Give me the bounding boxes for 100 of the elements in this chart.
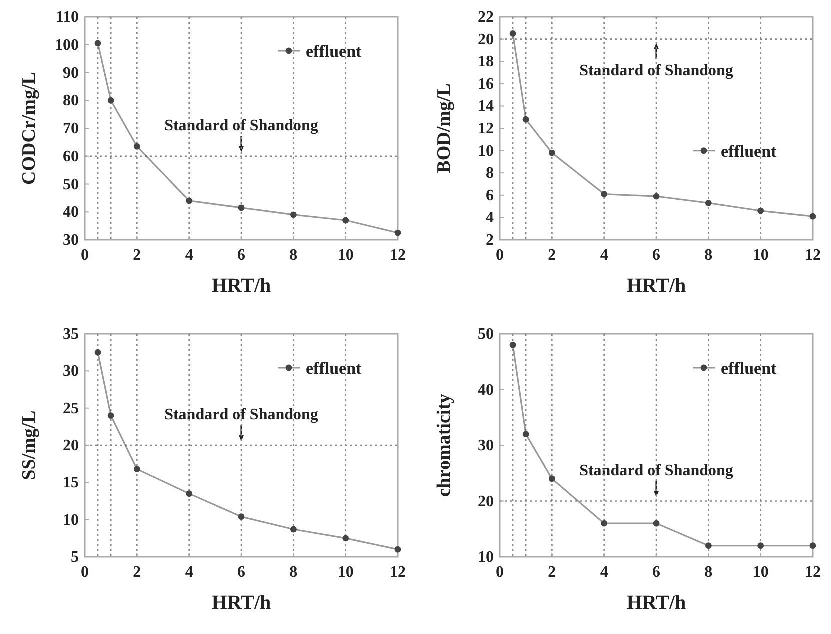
point xyxy=(186,490,193,498)
x-tick-label: 10 xyxy=(338,247,354,264)
y-tick-label: 30 xyxy=(63,232,79,249)
ref-line-label: Standard of Shandong xyxy=(164,406,318,424)
y-tick-label: 110 xyxy=(56,9,79,26)
y-tick-label: 35 xyxy=(63,326,79,343)
point xyxy=(653,520,660,527)
point xyxy=(548,150,556,156)
y-tick-label: 8 xyxy=(486,165,494,182)
x-tick-label: 2 xyxy=(133,247,142,264)
y-axis-title: chromaticity xyxy=(434,393,455,498)
point xyxy=(186,198,193,204)
point xyxy=(810,542,816,550)
y-tick-label: 14 xyxy=(478,98,494,116)
x-tick-label: 4 xyxy=(185,564,194,581)
y-tick-label: 60 xyxy=(63,148,79,166)
ref-line-label: Standard of Shandong xyxy=(580,62,734,80)
point xyxy=(94,40,102,47)
x-tick-label: 8 xyxy=(290,564,298,581)
legend-label: effluent xyxy=(306,359,362,378)
x-tick-label: 10 xyxy=(338,564,354,581)
x-tick-label: 12 xyxy=(805,247,821,264)
y-tick-label: 20 xyxy=(63,438,79,454)
x-tick-label: 2 xyxy=(548,564,556,581)
y-tick-label: 25 xyxy=(63,400,79,418)
point xyxy=(238,204,245,212)
y-tick-label: 30 xyxy=(478,438,494,454)
point xyxy=(601,191,608,198)
y-tick-label: 10 xyxy=(478,142,494,160)
y-tick-label: 80 xyxy=(63,92,79,110)
y-tick-label: 22 xyxy=(478,9,494,26)
y-axis-title: SS/mg/L xyxy=(19,410,40,480)
y-tick-label: 50 xyxy=(63,176,79,194)
y-tick-label: 70 xyxy=(63,120,79,138)
point xyxy=(134,143,140,150)
x-tick-label: 12 xyxy=(390,564,406,581)
point xyxy=(290,212,297,218)
point xyxy=(548,476,556,482)
point xyxy=(522,116,530,123)
point xyxy=(134,466,140,472)
y-tick-label: 90 xyxy=(63,64,79,82)
x-tick-label: 6 xyxy=(652,564,660,581)
point xyxy=(758,542,764,550)
point xyxy=(290,526,297,533)
point xyxy=(342,535,350,542)
x-tick-label: 8 xyxy=(704,247,713,264)
y-axis-title: BOD/mg/L xyxy=(434,84,455,174)
y-tick-label: 10 xyxy=(63,512,79,529)
x-tick-label: 6 xyxy=(238,564,246,581)
x-tick-label: 0 xyxy=(81,247,89,264)
point xyxy=(810,213,816,220)
x-axis-title: HRT/h xyxy=(212,592,272,614)
x-tick-label: 4 xyxy=(600,247,608,264)
y-tick-label: 12 xyxy=(478,120,494,138)
ref-line-label: Standard of Shandong xyxy=(580,462,734,480)
x-tick-label: 6 xyxy=(652,247,660,264)
point xyxy=(522,431,530,438)
point xyxy=(653,193,660,200)
point xyxy=(394,546,402,553)
y-tick-label: 15 xyxy=(63,474,79,492)
x-tick-label: 2 xyxy=(548,247,556,264)
x-tick-label: 6 xyxy=(238,247,246,264)
y-tick-label: 20 xyxy=(478,31,494,48)
point xyxy=(394,230,402,236)
x-tick-label: 10 xyxy=(752,247,769,264)
point xyxy=(705,200,712,206)
legend-label: effluent xyxy=(721,142,778,161)
y-tick-label: 50 xyxy=(478,326,494,343)
x-axis-title: HRT/h xyxy=(626,592,686,614)
ref-line-label: Standard of Shandong xyxy=(164,117,318,134)
point xyxy=(705,542,712,550)
point xyxy=(342,217,350,224)
x-tick-label: 12 xyxy=(805,564,821,581)
point xyxy=(601,520,608,527)
x-tick-label: 10 xyxy=(752,564,769,581)
y-tick-label: 6 xyxy=(486,187,494,204)
y-tick-label: 20 xyxy=(478,493,494,510)
point xyxy=(108,97,114,104)
y-tick-label: 4 xyxy=(486,210,494,227)
x-tick-label: 0 xyxy=(496,564,504,581)
x-tick-label: 2 xyxy=(133,564,142,581)
point xyxy=(510,30,516,37)
point xyxy=(510,342,516,348)
y-axis-title: CODCr/mg/L xyxy=(19,72,40,185)
x-tick-label: 0 xyxy=(81,564,89,581)
point xyxy=(94,349,102,356)
x-tick-label: 0 xyxy=(496,247,504,264)
y-tick-label: 18 xyxy=(478,54,494,71)
y-tick-label: 2 xyxy=(486,232,494,249)
y-tick-label: 30 xyxy=(63,363,79,380)
x-tick-label: 8 xyxy=(704,564,713,581)
y-tick-label: 40 xyxy=(63,204,79,222)
point xyxy=(758,208,764,214)
y-tick-label: 100 xyxy=(55,36,79,54)
legend-label: effluent xyxy=(721,359,778,378)
y-tick-label: 10 xyxy=(478,549,494,566)
x-axis-title: HRT/h xyxy=(212,275,272,297)
x-axis-title: HRT/h xyxy=(626,275,686,297)
y-tick-label: 5 xyxy=(71,549,79,566)
point xyxy=(108,412,114,419)
